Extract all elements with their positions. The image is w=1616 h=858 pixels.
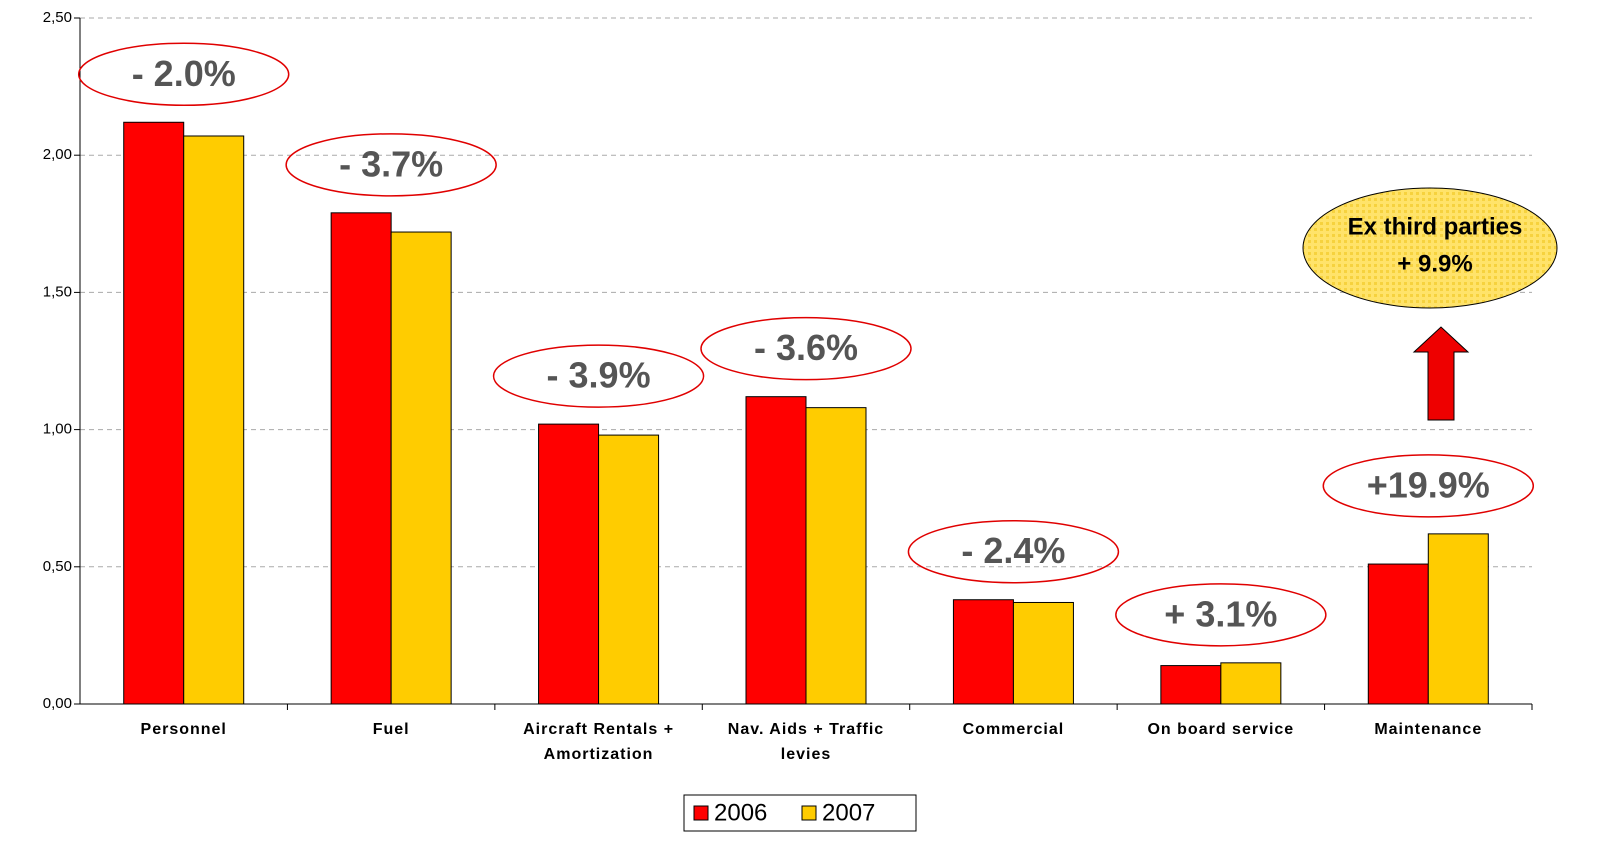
y-tick-label: 0,50	[43, 558, 72, 575]
callout-text: Ex third parties	[1348, 213, 1523, 240]
annotation-ellipse	[907, 519, 1120, 584]
annotation-ellipse	[700, 316, 912, 381]
x-tick-label: Fuel	[372, 721, 410, 738]
annotation-ellipse	[77, 42, 290, 107]
annotation-ellipse	[1115, 583, 1327, 647]
callout-arrow	[1412, 326, 1470, 421]
x-tick-label: On board service	[1147, 721, 1295, 738]
annotation-ellipse	[285, 133, 497, 197]
annotation-ellipse	[1322, 454, 1535, 518]
x-tick-label: Personnel	[140, 721, 227, 738]
bar	[598, 434, 660, 705]
callout-text: + 9.9%	[1397, 250, 1472, 277]
bar	[538, 423, 600, 705]
y-tick-label: 1,50	[43, 283, 72, 300]
legend-swatch	[693, 805, 709, 821]
bar	[330, 212, 392, 705]
legend-label: 2007	[822, 799, 875, 826]
annotation: - 3.9%	[547, 355, 651, 396]
legend-box	[683, 794, 917, 832]
legend-label: 2006	[714, 799, 767, 826]
annotation: - 2.4%	[961, 530, 1065, 571]
bar	[1367, 563, 1429, 705]
y-tick-label: 2,00	[43, 146, 72, 163]
bar	[123, 121, 185, 705]
annotation: - 3.6%	[754, 327, 858, 368]
y-tick-label: 1,00	[43, 421, 72, 438]
annotation: - 2.0%	[132, 53, 236, 94]
bar	[1160, 665, 1222, 705]
bar	[183, 135, 245, 705]
x-tick-label: Maintenance	[1374, 721, 1483, 738]
annotation: - 3.7%	[339, 143, 443, 184]
y-tick-label: 0,00	[43, 695, 72, 712]
y-tick-label: 2,50	[43, 9, 72, 26]
bar	[1012, 601, 1074, 705]
x-tick-label: Commercial	[962, 721, 1065, 738]
bar	[745, 396, 807, 705]
bar	[952, 599, 1014, 705]
callout-ellipse	[1302, 187, 1558, 309]
bar	[390, 231, 452, 705]
bar	[1427, 533, 1489, 705]
x-tick-label: Aircraft Rentals + Amortization	[523, 721, 675, 763]
annotation: +19.9%	[1367, 464, 1490, 505]
bar	[1220, 662, 1282, 705]
annotation: + 3.1%	[1164, 593, 1277, 634]
bar	[805, 407, 867, 705]
annotation-ellipse	[492, 344, 705, 408]
legend-swatch	[801, 805, 817, 821]
x-tick-label: Nav. Aids + Traffic levies	[727, 721, 885, 763]
